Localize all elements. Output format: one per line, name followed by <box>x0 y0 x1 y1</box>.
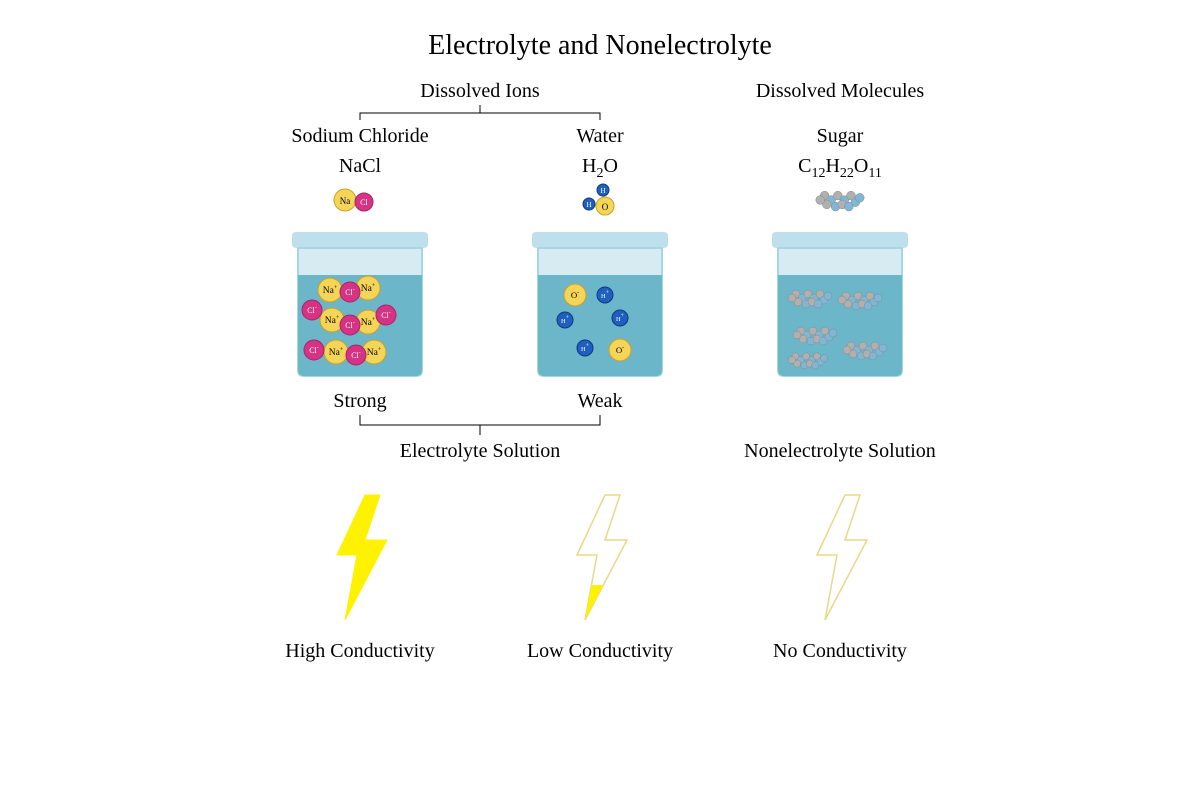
bracket-bottom <box>280 415 680 440</box>
col0-formula: NaCl <box>280 155 440 178</box>
svg-text:Na: Na <box>340 196 351 206</box>
col0-name: Sodium Chloride <box>280 125 440 148</box>
nonelectrolyte-solution-label: Nonelectrolyte Solution <box>720 440 960 463</box>
molecule-h2o-icon: H H O <box>575 182 625 217</box>
electrolyte-solution-label: Electrolyte Solution <box>360 440 600 463</box>
header-dissolved-ions: Dissolved Ions <box>380 80 580 103</box>
col1-name: Water <box>520 125 680 148</box>
bolt-high-icon <box>325 490 405 630</box>
svg-text:Cl: Cl <box>360 198 368 207</box>
beaker-sugar <box>760 220 920 380</box>
bracket-top <box>280 105 680 125</box>
svg-text:O: O <box>602 202 609 212</box>
col2-name: Sugar <box>760 125 920 148</box>
bolt-low-icon <box>565 490 645 630</box>
col0-conductivity: High Conductivity <box>260 640 460 663</box>
page-title: Electrolyte and Nonelectrolyte <box>0 30 1200 62</box>
svg-text:H: H <box>586 201 591 209</box>
molecule-nacl-icon: Na Cl <box>330 185 390 215</box>
col2-conductivity: No Conductivity <box>740 640 940 663</box>
col1-conductivity: Low Conductivity <box>500 640 700 663</box>
beaker-nacl: Na+Na+Na+Na+Na+Na+Cl-Cl-Cl-Cl-Cl-Cl- <box>280 220 440 380</box>
col1-strength: Weak <box>520 390 680 413</box>
beaker-water: O-H+H+H+H+O- <box>520 220 680 380</box>
bolt-none-icon <box>805 490 885 630</box>
header-dissolved-molecules: Dissolved Molecules <box>740 80 940 103</box>
col1-formula: H2O <box>520 155 680 182</box>
col0-strength: Strong <box>280 390 440 413</box>
col2-formula: C12H22O11 <box>760 155 920 182</box>
svg-text:H: H <box>600 187 605 195</box>
molecule-sugar-icon <box>800 185 880 215</box>
